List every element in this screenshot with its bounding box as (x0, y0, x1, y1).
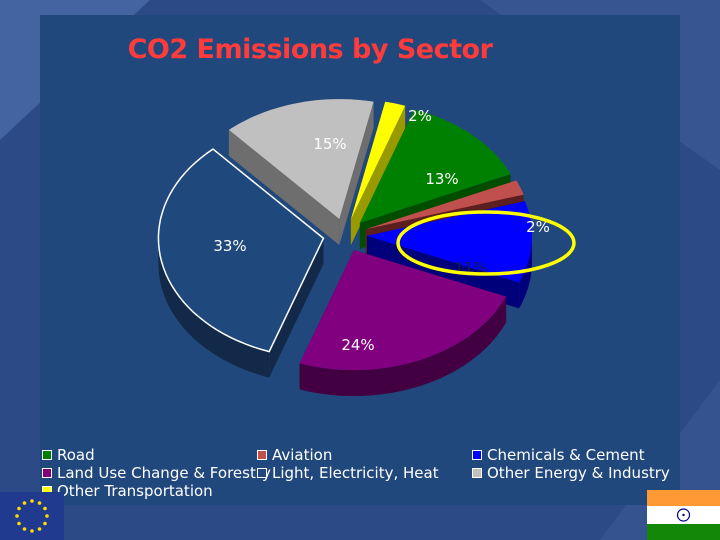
eu-flag-logo (0, 492, 64, 540)
legend-item-aviation: Aviation (257, 446, 332, 464)
slice-label-aviation: 2% (526, 218, 550, 236)
slice-light-electricity-heat (157, 148, 325, 353)
legend-swatch (257, 450, 267, 460)
slice-land-use-change-forestry (299, 250, 507, 371)
legend-label: Light, Electricity, Heat (272, 464, 439, 482)
legend-swatch (42, 468, 52, 478)
legend-label: Chemicals & Cement (487, 446, 645, 464)
legend-label: Aviation (272, 446, 333, 464)
slice-other-transportation (350, 101, 406, 220)
legend-item-road: Road (42, 446, 95, 464)
slice-road (359, 109, 511, 223)
legend-label: Other Energy & Industry (487, 464, 670, 482)
highlight-ring (396, 210, 576, 276)
legend-swatch (257, 468, 267, 478)
legend-swatch (42, 450, 52, 460)
legend-item-land-use-change-forestry: Land Use Change & Forestry (42, 464, 271, 482)
slice-label-road: 13% (425, 170, 458, 188)
legend-item-chemicals-cement: Chemicals & Cement (472, 446, 645, 464)
legend-item-light-electricity-heat: Light, Electricity, Heat (257, 464, 439, 482)
legend-swatch (472, 468, 482, 478)
slice-label-other-energy-industry: 15% (313, 135, 346, 153)
legend-label: Road (57, 446, 95, 464)
slice-label-other-transportation: 2% (408, 107, 432, 125)
india-flag-logo (647, 490, 720, 540)
slice-side-other-energy-industry (228, 101, 374, 246)
slice-label-land-use-change-forestry: 24% (341, 336, 374, 354)
legend-label: Other Transportation (57, 482, 213, 500)
legend-item-other-energy-industry: Other Energy & Industry (472, 464, 670, 482)
slice-label-light-electricity-heat: 33% (213, 237, 246, 255)
slice-other-energy-industry (228, 99, 374, 220)
slice-aviation (365, 180, 524, 230)
slice-chemicals-cement (366, 201, 532, 283)
chart-legend: Road Aviation Chemicals & Cement Land Use C… (42, 446, 672, 504)
chart-title: CO2 Emissions by Sector (127, 34, 493, 65)
legend-swatch (472, 450, 482, 460)
legend-label: Land Use Change & Forestry (57, 464, 271, 482)
legend-item-other-transportation: Other Transportation (42, 482, 213, 500)
